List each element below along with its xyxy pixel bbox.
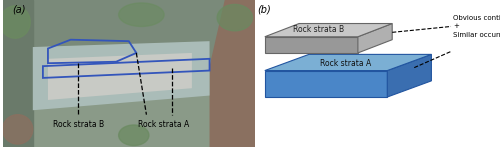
Bar [2,0,255,59]
Polygon shape [265,24,392,37]
Text: Similar occurrence: Similar occurrence [454,32,500,38]
Ellipse shape [118,125,149,146]
Text: Obvious continuity: Obvious continuity [454,15,500,21]
Polygon shape [265,37,358,53]
Polygon shape [388,54,432,97]
Polygon shape [48,53,192,100]
Ellipse shape [217,4,252,31]
Polygon shape [358,24,392,53]
Text: Rock strata A: Rock strata A [138,120,190,130]
Ellipse shape [2,115,33,144]
Polygon shape [265,54,432,71]
Text: (b): (b) [258,4,271,14]
Bar [2,0,33,147]
Polygon shape [210,0,255,147]
Text: Rock strata B: Rock strata B [52,120,104,130]
Ellipse shape [0,6,30,38]
Ellipse shape [118,3,164,26]
Text: Rock strata B: Rock strata B [293,25,344,34]
Polygon shape [265,71,388,97]
Polygon shape [33,41,210,110]
Text: (a): (a) [12,4,26,14]
Text: +: + [454,24,460,29]
Text: Rock strata A: Rock strata A [320,59,372,68]
